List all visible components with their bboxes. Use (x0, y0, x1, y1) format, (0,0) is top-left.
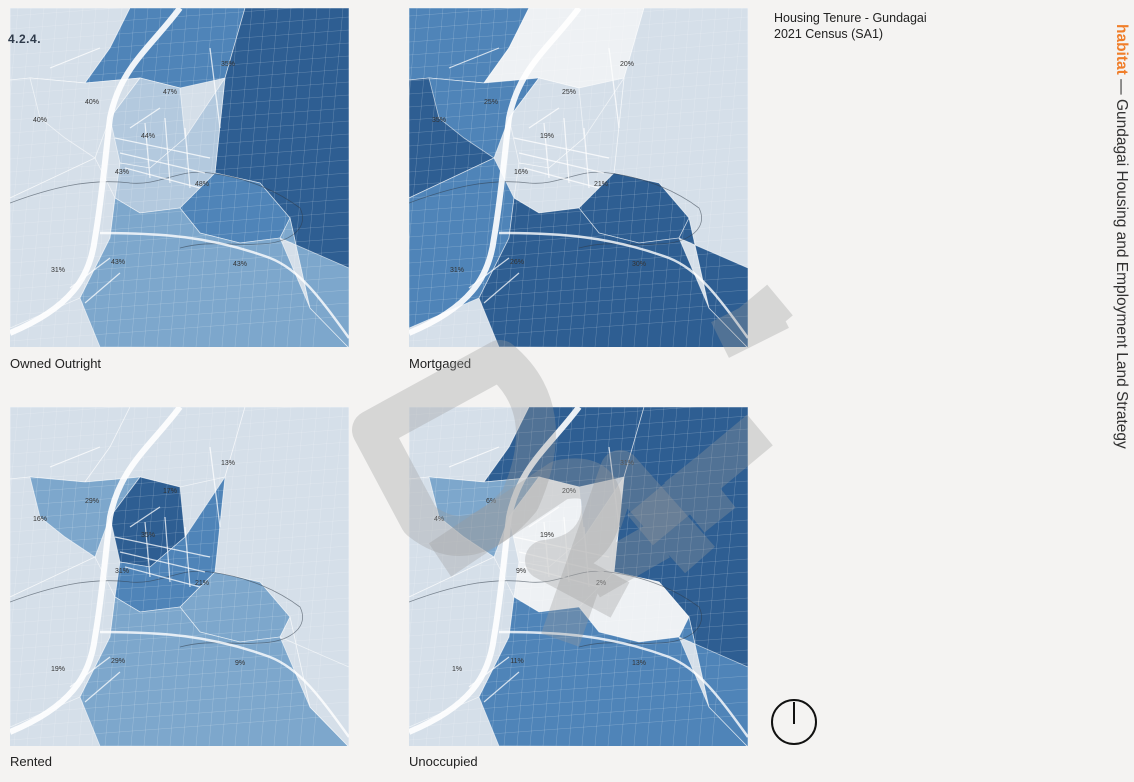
map-svg: 35% 47% 40% 44% 40% 43% 48% 43% 43% 31% (10, 8, 349, 347)
sa1-percent-label: 40% (33, 117, 47, 124)
sa1-percent-label: 48% (195, 181, 209, 188)
document-title: Gundagai Housing and Employment Land Str… (1113, 98, 1130, 449)
sa1-percent-label: 2% (596, 580, 606, 587)
brand-name: habitat (1113, 24, 1130, 75)
sa1-percent-label: 47% (163, 89, 177, 96)
sa1-percent-label: 20% (562, 488, 576, 495)
sa1-percent-label: 40% (85, 99, 99, 106)
sa1-percent-label: 29% (111, 658, 125, 665)
sa1-percent-label: 29% (85, 498, 99, 505)
map-caption-owned-outright: Owned Outright (10, 356, 102, 371)
sa1-percent-label: 25% (484, 99, 498, 106)
secondary-road (99, 231, 349, 339)
local-streets (448, 446, 620, 703)
document-side-label: habitat — Gundagai Housing and Employmen… (1112, 24, 1130, 449)
sa1-percent-label: 9% (516, 568, 526, 575)
sa1-percent-label: 31% (620, 460, 634, 467)
sa1-percent-label: 21% (594, 181, 608, 188)
sa1-percent-label: 26% (510, 259, 524, 266)
sa1-percent-label: 25% (562, 89, 576, 96)
sa1-percent-label: 31% (51, 267, 65, 274)
map-svg: 20% 25% 25% 19% 35% 16% 21% 26% 30% 31% (409, 8, 748, 347)
sa1-percent-label: 30% (632, 261, 646, 268)
sa1-percent-label: 21% (195, 580, 209, 587)
local-streets (448, 47, 620, 304)
sa1-percent-label: 4% (434, 516, 444, 523)
highway-road (409, 407, 582, 735)
sa1-percent-label: 11% (510, 658, 524, 665)
sa1-percent-label: 6% (486, 498, 496, 505)
map-caption-unoccupied: Unoccupied (409, 754, 478, 769)
sa1-percent-label: 44% (141, 133, 155, 140)
local-streets (49, 446, 221, 703)
sa1-percent-label: 13% (632, 660, 646, 667)
sa1-percent-label: 1% (452, 666, 462, 673)
page-subtitle: 2021 Census (SA1) (774, 27, 884, 41)
local-streets (49, 47, 221, 304)
sa1-percent-label: 19% (51, 666, 65, 673)
highway-road (409, 8, 582, 336)
map-caption-rented: Rented (10, 754, 52, 769)
sa1-percent-label: 13% (221, 460, 235, 467)
north-arrow-icon (771, 699, 817, 745)
sa1-percent-label: 19% (540, 532, 554, 539)
map-owned-outright: 35% 47% 40% 44% 40% 43% 48% 43% 43% 31% (10, 8, 349, 347)
sa1-percent-label: 16% (33, 516, 47, 523)
title-block: Housing Tenure - Gundagai 2021 Census (S… (774, 10, 927, 42)
map-rented: 13% 17% 29% 35% 16% 31% 21% 29% 9% 19% (10, 407, 349, 746)
map-mortgaged: 20% 25% 25% 19% 35% 16% 21% 26% 30% 31% (409, 8, 748, 347)
secondary-road (498, 630, 748, 738)
sa1-percent-label: 9% (235, 660, 245, 667)
highway-road (10, 407, 183, 735)
map-unoccupied: 31% 20% 6% 19% 4% 9% 2% 11% 13% 1% (409, 407, 748, 746)
page-title: Housing Tenure - Gundagai (774, 11, 927, 25)
sa1-percent-label: 31% (450, 267, 464, 274)
sa1-percent-label: 43% (111, 259, 125, 266)
highway-road (10, 8, 183, 336)
secondary-road (99, 630, 349, 738)
sa1-percent-label: 16% (514, 169, 528, 176)
sa1-percent-label: 43% (115, 169, 129, 176)
section-number: 4.2.4. (8, 32, 42, 46)
sa1-percent-label: 43% (233, 261, 247, 268)
cadastral-grid (409, 8, 748, 347)
cadastral-grid (10, 8, 349, 347)
sa1-percent-label: 35% (221, 61, 235, 68)
sa1-percent-label: 20% (620, 61, 634, 68)
map-caption-mortgaged: Mortgaged (409, 356, 472, 371)
sa1-percent-label: 35% (432, 117, 446, 124)
map-svg: 13% 17% 29% 35% 16% 31% 21% 29% 9% 19% (10, 407, 349, 746)
secondary-road (498, 231, 748, 339)
sa1-percent-label: 17% (163, 488, 177, 495)
map-svg: 31% 20% 6% 19% 4% 9% 2% 11% 13% 1% (409, 407, 748, 746)
sa1-percent-label: 35% (141, 532, 155, 539)
sa1-percent-label: 19% (540, 133, 554, 140)
brand-separator: — (1113, 74, 1130, 99)
sa1-percent-label: 31% (115, 568, 129, 575)
